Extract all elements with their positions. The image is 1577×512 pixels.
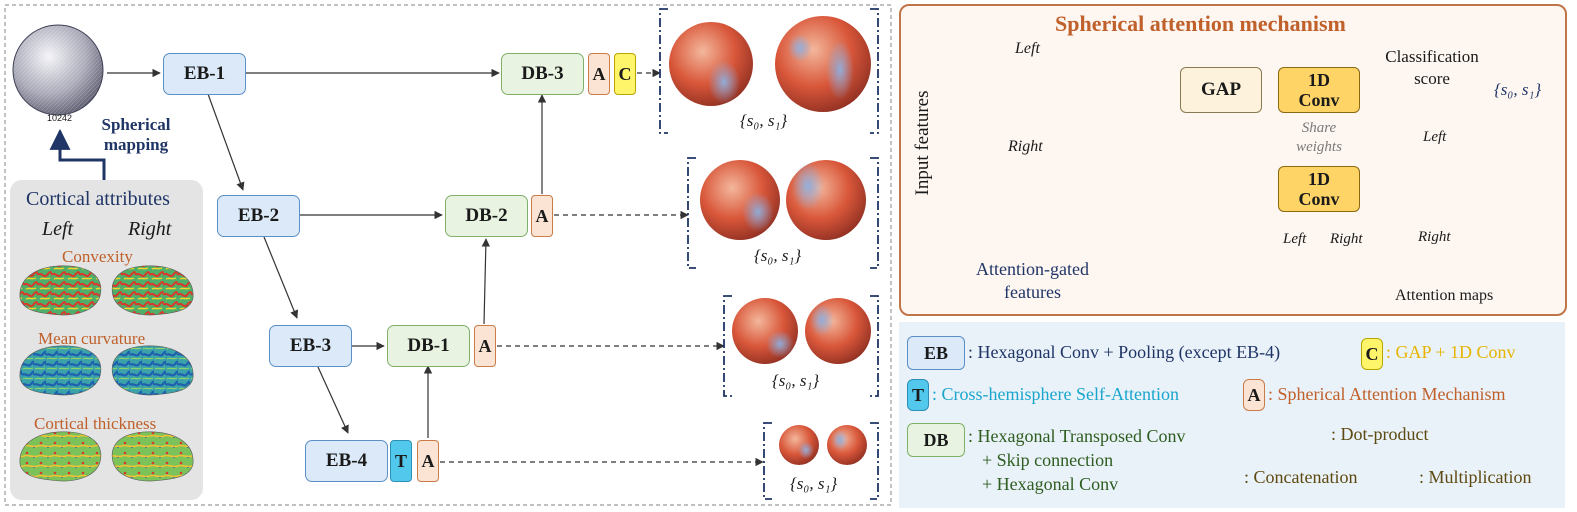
- color-sphere-left-label: Left: [1423, 129, 1447, 145]
- db-3-block: DB-3: [501, 53, 584, 95]
- brain-images: [19, 265, 194, 482]
- cortex-right-label: Right: [128, 218, 172, 240]
- legend-eb-key: EB: [907, 336, 965, 370]
- attention-maps-label: Attention maps: [1395, 287, 1494, 304]
- legend-eb-desc: : Hexagonal Conv + Pooling (except EB-4): [968, 342, 1281, 362]
- attention-left-label: Left: [1015, 40, 1040, 57]
- db-3-classifier-tag: C: [614, 53, 636, 95]
- cortical-thickness-brains: [19, 431, 194, 482]
- legend-c-key: C: [1361, 338, 1383, 370]
- eb-4-self-attention-tag: T: [390, 440, 412, 482]
- color-sphere-right-label: Right: [1418, 229, 1451, 245]
- spherical-mapping-line-1: Spherical: [101, 115, 171, 134]
- input-features-label: Input features: [912, 90, 933, 196]
- classification-score-output: {s₀, s₁}: [1494, 80, 1542, 99]
- eb-2-block: EB-2: [217, 195, 300, 237]
- attention-right-label: Right: [1008, 138, 1043, 155]
- attention-gated-features-label: Attention-gated features: [960, 258, 1105, 304]
- db-3-output-label: {s₀, s₁}: [740, 111, 788, 130]
- left-section-frame: [4, 4, 892, 506]
- conv-1d-box-bottom: 1D Conv: [1278, 166, 1360, 212]
- dashed-arrows: [440, 68, 764, 467]
- eb-1-block: EB-1: [163, 53, 246, 95]
- eb-4-block: EB-4: [305, 440, 388, 482]
- eb-4-output-label: {s₀, s₁}: [790, 474, 838, 493]
- conv-top-line-2: Conv: [1298, 90, 1340, 110]
- classification-score-label: Classification score: [1372, 46, 1492, 90]
- spherical-mapping-line-2: mapping: [103, 135, 169, 154]
- cortical-attributes-title: Cortical attributes: [26, 188, 170, 210]
- sphere-vertex-count: 10242: [47, 113, 73, 123]
- spherical-mapping-label: Spherical mapping: [96, 115, 176, 155]
- share-line-1: Share: [1301, 120, 1337, 136]
- db-2-attention-tag: A: [531, 195, 553, 237]
- share-weights-label: Share weights: [1290, 119, 1348, 157]
- cortical-thickness-label: Cortical thickness: [34, 414, 157, 433]
- legend-c-desc: : GAP + 1D Conv: [1386, 342, 1516, 362]
- output-spheres-db2: [700, 160, 866, 240]
- solid-arrows: [107, 68, 547, 438]
- mean-curvature-label: Mean curvature: [38, 329, 146, 348]
- attention-panel-title: Spherical attention mechanism: [1055, 11, 1346, 36]
- legend-a-key: A: [1243, 379, 1265, 411]
- legend-db-line-2: + Skip connection: [982, 450, 1114, 470]
- legend-db-key: DB: [907, 423, 965, 457]
- legend-mult-desc: : Multiplication: [1419, 467, 1532, 487]
- conv-bottom-line-2: Conv: [1298, 189, 1340, 209]
- spherical-mapping-arrow: [49, 128, 106, 180]
- legend-dot-desc: : Dot-product: [1331, 424, 1429, 444]
- convexity-brains: [19, 265, 194, 316]
- legend-panel: [899, 322, 1565, 508]
- gated-line-2: features: [1004, 282, 1061, 302]
- class-score-line-2: score: [1414, 69, 1450, 88]
- map-right-label: Right: [1330, 231, 1363, 247]
- cortex-left-label: Left: [42, 218, 74, 240]
- legend-concat-desc: : Concatenation: [1244, 467, 1358, 487]
- legend-t-desc: : Cross-hemisphere Self-Attention: [932, 384, 1179, 404]
- gap-box: GAP: [1180, 67, 1262, 113]
- share-line-2: weights: [1296, 139, 1342, 155]
- output-spheres-eb4: [779, 425, 867, 465]
- mean-curvature-brains: [19, 345, 194, 396]
- db-2-block: DB-2: [445, 195, 528, 237]
- db-1-block: DB-1: [387, 325, 470, 367]
- db-1-output-label: {s₀, s₁}: [772, 371, 820, 390]
- map-left-label: Left: [1283, 231, 1307, 247]
- conv-bottom-line-1: 1D: [1308, 169, 1330, 189]
- output-spheres-db1: [732, 298, 871, 364]
- conv-1d-box-top: 1D Conv: [1278, 67, 1360, 113]
- legend-a-desc: : Spherical Attention Mechanism: [1268, 384, 1506, 404]
- db-3-attention-tag: A: [588, 53, 610, 95]
- output-frames: [659, 8, 879, 500]
- legend-t-key: T: [907, 379, 929, 411]
- db-1-attention-tag: A: [474, 325, 496, 367]
- class-score-line-1: Classification: [1385, 47, 1479, 66]
- spherical-attention-panel: [899, 4, 1567, 316]
- mesh-sphere: [12, 24, 104, 116]
- gated-line-1: Attention-gated: [976, 259, 1089, 279]
- output-spheres-db3: [669, 16, 871, 112]
- db-2-output-label: {s₀, s₁}: [754, 246, 802, 265]
- convexity-label: Convexity: [62, 247, 133, 266]
- legend-db-line-1: : Hexagonal Transposed Conv: [968, 426, 1186, 446]
- eb-3-block: EB-3: [269, 325, 352, 367]
- legend-db-desc: : Hexagonal Transposed Conv + Skip conne…: [968, 424, 1186, 496]
- conv-top-line-1: 1D: [1308, 70, 1330, 90]
- legend-db-line-3: + Hexagonal Conv: [982, 474, 1119, 494]
- eb-4-attention-tag: A: [417, 440, 439, 482]
